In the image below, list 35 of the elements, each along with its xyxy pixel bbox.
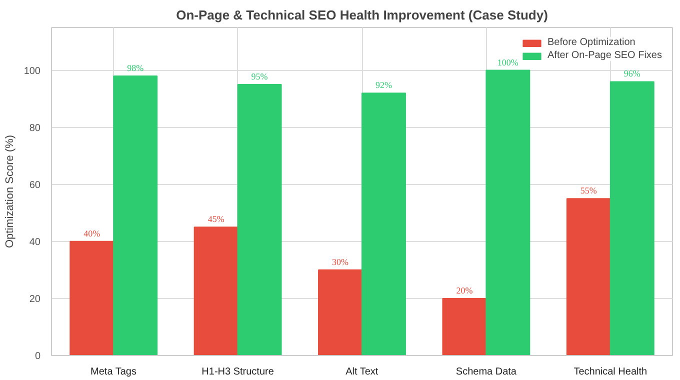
x-tick-label: Technical Health bbox=[574, 366, 648, 378]
bar bbox=[442, 298, 487, 356]
data-label: 45% bbox=[208, 214, 225, 224]
bar bbox=[113, 75, 158, 356]
data-label: 95% bbox=[251, 72, 268, 82]
y-tick-label: 0 bbox=[34, 351, 41, 362]
bar bbox=[70, 240, 114, 356]
bar bbox=[486, 70, 530, 356]
data-label: 96% bbox=[624, 68, 641, 79]
bar bbox=[318, 269, 362, 356]
data-label: 40% bbox=[84, 228, 101, 238]
x-tick-label: Meta Tags bbox=[90, 366, 136, 378]
y-tick-label: 80 bbox=[29, 122, 41, 134]
y-tick-label: 60 bbox=[29, 180, 41, 191]
data-label: 92% bbox=[375, 80, 392, 90]
y-tick-label: 100 bbox=[24, 66, 41, 77]
y-tick-label: 20 bbox=[29, 294, 41, 305]
bar bbox=[362, 92, 406, 356]
chart-title: On-Page & Technical SEO Health Improvement (Case Study) bbox=[176, 8, 548, 22]
bar bbox=[610, 81, 654, 356]
x-tick-label: H1-H3 Structure bbox=[202, 366, 274, 378]
data-label: 30% bbox=[332, 256, 350, 267]
bar bbox=[566, 198, 611, 356]
x-tick-label: Alt Text bbox=[346, 366, 378, 378]
y-axis-title: Optimization Score (%) bbox=[4, 134, 16, 248]
bar bbox=[194, 226, 238, 356]
legend-label: Before Optimization bbox=[548, 37, 636, 48]
data-label: 55% bbox=[580, 186, 598, 196]
legend-label: After On-Page SEO Fixes bbox=[548, 50, 662, 61]
x-tick-label: Schema Data bbox=[456, 366, 517, 378]
y-tick-label: 40 bbox=[29, 236, 41, 248]
data-label: 98% bbox=[127, 62, 144, 73]
data-label: 100% bbox=[497, 57, 519, 68]
data-label: 20% bbox=[456, 285, 474, 296]
bar bbox=[237, 84, 282, 356]
